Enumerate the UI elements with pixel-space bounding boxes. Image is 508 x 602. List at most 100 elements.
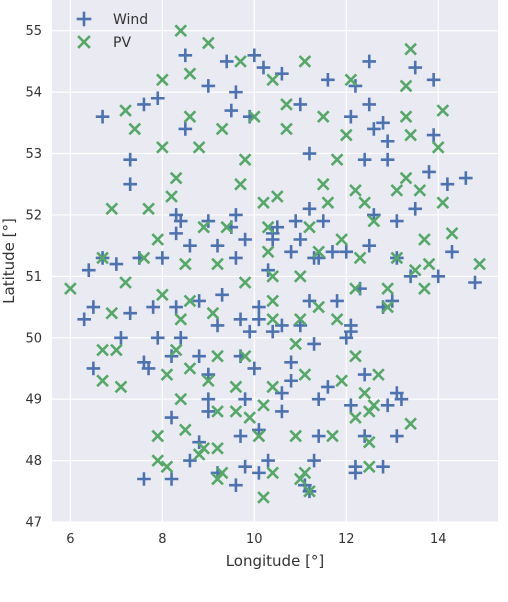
wind-point [275, 386, 289, 400]
pv-point [381, 282, 394, 295]
wind-point [302, 294, 317, 308]
wind-point [408, 202, 423, 216]
pv-point [257, 398, 270, 412]
pv-point [358, 196, 371, 209]
pv-point [151, 429, 165, 443]
pv-point [362, 460, 376, 474]
pv-point [321, 196, 335, 209]
wind-point [137, 97, 151, 112]
pv-point [220, 220, 234, 234]
wind-point [219, 54, 234, 69]
wind-point [210, 318, 225, 333]
wind-point [123, 152, 137, 167]
y-tick-label: 49 [25, 393, 42, 408]
wind-point [321, 73, 335, 87]
wind-point [288, 214, 303, 228]
wind-point [169, 226, 183, 241]
pv-point [431, 141, 445, 154]
wind-point [275, 66, 289, 81]
legend-wind-label: Wind [113, 12, 148, 28]
pv-point [349, 349, 362, 363]
y-axis-label: Latitude [°] [0, 218, 18, 304]
wind-point [201, 404, 216, 419]
pv-point [335, 374, 349, 388]
pv-point [266, 73, 280, 87]
wind-point [252, 300, 266, 314]
wind-point [390, 429, 404, 443]
wind-point [183, 238, 197, 253]
wind-point [169, 300, 183, 314]
pv-point [229, 380, 243, 394]
wind-point [86, 300, 101, 314]
wind-point [394, 392, 409, 406]
pv-point [298, 368, 312, 381]
pv-point [418, 282, 431, 295]
pv-point [165, 190, 178, 203]
pv-point [211, 405, 224, 418]
x-tick-label: 8 [158, 532, 166, 547]
pv-point [353, 251, 367, 265]
wind-point [233, 429, 248, 443]
pv-point [183, 294, 197, 308]
pv-point [151, 233, 165, 246]
wind-point [302, 202, 317, 216]
pv-point [293, 472, 307, 486]
wind-point [192, 294, 206, 308]
pv-point [197, 220, 211, 234]
wind-point [380, 134, 395, 149]
wind-point [192, 349, 206, 363]
pv-point [349, 411, 362, 424]
pv-point [326, 429, 339, 443]
pv-point [114, 380, 128, 394]
wind-point [422, 165, 436, 179]
pv-point [119, 104, 132, 117]
pv-point [128, 122, 142, 136]
pv-point [358, 386, 371, 400]
pv-point [142, 202, 155, 216]
wind-point [293, 232, 308, 247]
wind-point [275, 318, 289, 333]
pv-point [234, 177, 247, 191]
pv-point [404, 128, 417, 142]
wind-point [201, 367, 216, 382]
pv-point [404, 42, 417, 56]
pv-point [289, 429, 303, 443]
wind-point [229, 478, 243, 492]
pv-point [330, 153, 344, 167]
wind-point [339, 244, 354, 259]
pv-point [372, 368, 385, 381]
pv-point [201, 374, 215, 388]
pv-point [174, 24, 188, 38]
y-tick-label: 52 [25, 208, 42, 223]
wind-point [256, 60, 271, 75]
pv-point [422, 257, 436, 271]
x-tick-label: 10 [246, 532, 263, 547]
pv-point [252, 429, 266, 443]
pv-point [151, 454, 165, 467]
pv-point [238, 349, 252, 363]
pv-point [238, 153, 252, 167]
pv-point [156, 73, 169, 87]
pv-point [390, 251, 404, 265]
pv-point [192, 448, 206, 461]
pv-point [96, 251, 109, 265]
wind-point [150, 330, 165, 345]
wind-point [201, 79, 216, 93]
pv-point [257, 491, 270, 504]
pv-point [344, 73, 358, 87]
pv-point [293, 313, 307, 326]
wind-point [252, 423, 266, 437]
pv-point [156, 141, 169, 154]
pv-point [179, 257, 192, 271]
wind-point [252, 466, 266, 480]
wind-point [459, 171, 473, 185]
wind-point [408, 60, 423, 75]
wind-point [178, 48, 193, 63]
wind-point [376, 116, 390, 130]
x-tick-label: 12 [338, 532, 355, 547]
tick-labels: 6 8 10 12 14 47 48 49 50 51 52 53 54 55 [25, 24, 446, 547]
pv-point [169, 171, 183, 185]
pv-point [270, 190, 284, 203]
pv-point [280, 98, 293, 111]
